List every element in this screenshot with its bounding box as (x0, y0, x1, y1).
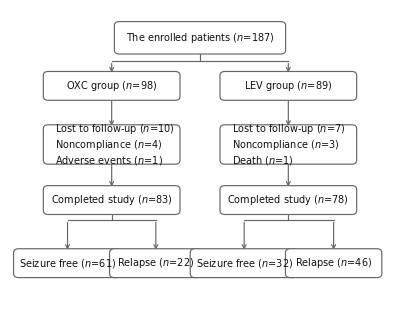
Text: Relapse ($n$=22): Relapse ($n$=22) (117, 256, 194, 270)
Text: Seizure free ($n$=32): Seizure free ($n$=32) (196, 257, 293, 270)
FancyBboxPatch shape (190, 249, 298, 278)
FancyBboxPatch shape (43, 186, 180, 214)
FancyBboxPatch shape (114, 22, 286, 54)
Text: OXC group ($n$=98): OXC group ($n$=98) (66, 79, 157, 93)
Text: Completed study ($n$=78): Completed study ($n$=78) (227, 193, 349, 207)
Text: LEV group ($n$=89): LEV group ($n$=89) (244, 79, 332, 93)
Text: The enrolled patients ($n$=187): The enrolled patients ($n$=187) (126, 31, 274, 45)
Text: Lost to follow-up ($n$=7)
Noncompliance ($n$=3)
Death ($n$=1): Lost to follow-up ($n$=7) Noncompliance … (232, 122, 345, 167)
FancyBboxPatch shape (220, 71, 357, 100)
FancyBboxPatch shape (43, 125, 180, 164)
Text: Lost to follow-up ($n$=10)
Noncompliance ($n$=4)
Adverse events ($n$=1): Lost to follow-up ($n$=10) Noncompliance… (55, 122, 175, 167)
FancyBboxPatch shape (110, 249, 202, 278)
FancyBboxPatch shape (43, 71, 180, 100)
Text: Relapse ($n$=46): Relapse ($n$=46) (295, 256, 372, 270)
FancyBboxPatch shape (220, 186, 357, 214)
FancyBboxPatch shape (14, 249, 122, 278)
Text: Seizure free ($n$=61): Seizure free ($n$=61) (19, 257, 116, 270)
FancyBboxPatch shape (286, 249, 382, 278)
Text: Completed study ($n$=83): Completed study ($n$=83) (51, 193, 173, 207)
FancyBboxPatch shape (220, 125, 357, 164)
